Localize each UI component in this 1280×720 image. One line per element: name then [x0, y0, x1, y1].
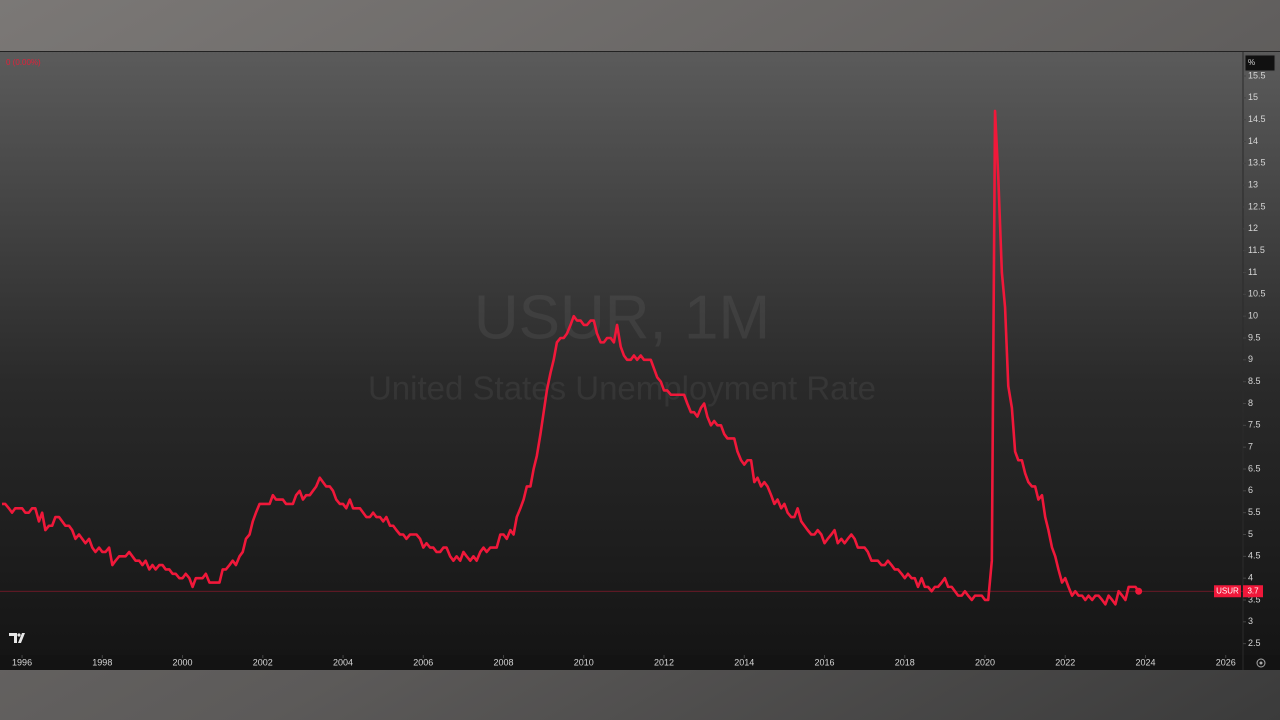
- last-point: [1135, 587, 1143, 595]
- y-tick-label: 5: [1248, 529, 1253, 539]
- settings-ring: [1256, 658, 1266, 668]
- settings-dot: [1259, 661, 1263, 665]
- y-tick-label: 6.5: [1248, 463, 1261, 473]
- x-tick-label: 2000: [173, 657, 193, 667]
- x-tick-label: 2002: [253, 657, 273, 667]
- y-tick-label: 4.5: [1248, 551, 1261, 561]
- logo-dot: [17, 633, 21, 637]
- y-tick-label: 10: [1248, 311, 1258, 321]
- logo-mark: [9, 633, 25, 643]
- x-tick-label: 2004: [333, 657, 353, 667]
- y-tick-label: 2.5: [1248, 638, 1261, 648]
- time-axis: [0, 655, 1280, 670]
- chart-panel: [0, 51, 1280, 655]
- series-tag-label: USUR: [1216, 586, 1239, 595]
- y-tick-label: 7.5: [1248, 420, 1261, 430]
- x-tick-label: 2014: [734, 657, 754, 667]
- settings-icon[interactable]: [1256, 658, 1266, 668]
- y-tick-label: 13.5: [1248, 158, 1266, 168]
- series-line: [2, 109, 1140, 606]
- x-tick-label: 2020: [975, 657, 995, 667]
- series-tag: [1214, 585, 1241, 598]
- watermark-title: USUR, 1M: [474, 283, 770, 352]
- y-tick-label: 15: [1248, 92, 1258, 102]
- last-value-label: 3.7: [1247, 586, 1259, 595]
- x-tick-label: 2006: [413, 657, 433, 667]
- x-tick-label: 2016: [815, 657, 835, 667]
- y-tick-label: 8.5: [1248, 376, 1261, 386]
- y-tick-label: 6: [1248, 485, 1253, 495]
- y-tick-label: 11.5: [1248, 245, 1265, 255]
- plot: [0, 109, 1243, 606]
- logo: [9, 633, 25, 643]
- y-tick-label: 15.5: [1248, 70, 1266, 80]
- y-tick-label: 12.5: [1248, 201, 1266, 211]
- y-tick-label: 14: [1248, 136, 1258, 146]
- y-tick-label: 3.5: [1248, 594, 1261, 604]
- y-tick-label: 13: [1248, 180, 1258, 190]
- x-tick-label: 2012: [654, 657, 674, 667]
- x-tick-label: 2008: [494, 657, 514, 667]
- y-tick-label: 9.5: [1248, 332, 1261, 342]
- y-tick-label: 14.5: [1248, 114, 1266, 124]
- y-tick-label: 7: [1248, 442, 1253, 452]
- y-tick-label: 12: [1248, 223, 1258, 233]
- x-tick-label: 1996: [12, 657, 32, 667]
- y-tick-label: 5.5: [1248, 507, 1261, 517]
- y-tick-label: 11: [1248, 267, 1257, 277]
- y-tick-label: 4: [1248, 573, 1253, 583]
- x-tick-label: 2018: [895, 657, 915, 667]
- axes: 2.5 3 3.5 4 4.5 5 5.5 6 6.5 7 7.5 8 8.5 9 9.5 10 10.5 11 1…: [12, 70, 1265, 667]
- y-tick-label: 8: [1248, 398, 1253, 408]
- status-text: 0 (0.00%): [6, 58, 41, 67]
- y-tick-label: 3: [1248, 616, 1253, 626]
- y-tick-label: 10.5: [1248, 289, 1266, 299]
- unit-label: %: [1248, 58, 1255, 67]
- unit-box[interactable]: [1244, 54, 1276, 72]
- x-tick-label: 2024: [1135, 657, 1155, 667]
- x-tick-label: 2010: [574, 657, 594, 667]
- x-tick-label: 1998: [92, 657, 112, 667]
- x-tick-label: 2022: [1055, 657, 1075, 667]
- y-tick-label: 9: [1248, 354, 1253, 364]
- watermark-subtitle: United States Unemployment Rate: [368, 370, 876, 407]
- x-tick-label: 2026: [1216, 657, 1236, 667]
- last-value-tag: [1243, 585, 1263, 598]
